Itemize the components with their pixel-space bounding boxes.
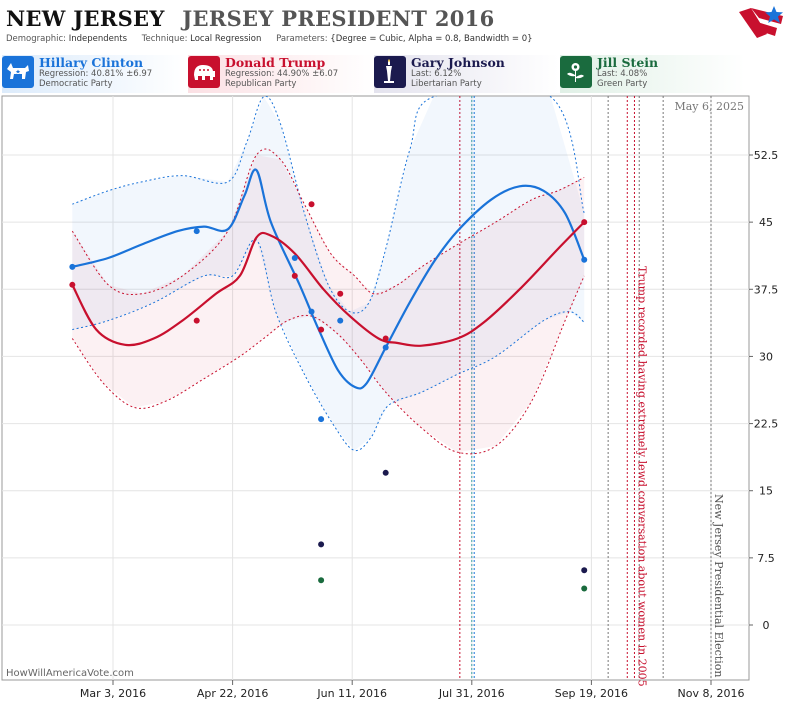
confidence-upper-line <box>72 96 585 314</box>
technique-value: Local Regression <box>190 34 262 44</box>
confidence-band <box>72 96 585 451</box>
confidence-lower-line <box>71 275 585 455</box>
candidate-party: Republican Party <box>225 79 297 89</box>
poll-point <box>382 335 389 342</box>
poll-point <box>291 254 298 261</box>
candidate-party: Green Party <box>597 79 648 89</box>
legend-item-trump: Donald Trump Regression: 44.90% ±6.07 Re… <box>188 55 373 93</box>
y-tick-label: 0 <box>763 619 770 632</box>
confidence-upper-line <box>71 148 585 296</box>
poll-point <box>581 585 588 592</box>
state-title: NEW JERSEY <box>6 6 165 31</box>
confidence-lower-line <box>72 239 585 452</box>
legend-item-johnson: Gary Johnson Last: 6.12% Libertarian Par… <box>374 55 559 93</box>
poll-point <box>318 541 325 548</box>
race-title: JERSEY PRESIDENT 2016 <box>182 6 495 31</box>
poll-point <box>318 416 325 423</box>
y-tick-label: 15 <box>759 485 773 498</box>
poll-point <box>337 317 344 324</box>
poll-point <box>581 219 588 226</box>
poll-point <box>308 201 315 208</box>
poll-point <box>581 567 588 574</box>
regression-line <box>72 168 586 390</box>
plot-content <box>69 96 712 680</box>
poll-point <box>581 256 588 263</box>
y-tick-label: 7.5 <box>757 552 775 565</box>
poll-point <box>382 344 389 351</box>
poll-point <box>308 308 315 315</box>
poll-point <box>193 317 200 324</box>
liberty-torch-icon <box>374 56 406 88</box>
page-title: NEW JERSEY JERSEY PRESIDENT 2016 <box>6 6 495 31</box>
parameters-value: {Degree = Cubic, Alpha = 0.8, Bandwidth … <box>330 34 533 44</box>
legend-item-clinton: Hillary Clinton Regression: 40.81% ±6.97… <box>2 55 187 93</box>
x-tick-label: Apr 22, 2016 <box>197 687 269 700</box>
demographic-value: Independents <box>68 34 128 44</box>
poll-point <box>318 326 325 333</box>
poll-point <box>69 263 76 270</box>
poll-point <box>318 577 325 584</box>
confidence-band <box>72 155 585 453</box>
candidate-stat: Last: 6.12% <box>411 69 462 79</box>
x-tick-label: Mar 3, 2016 <box>80 687 146 700</box>
y-tick-label: 37.5 <box>754 283 779 296</box>
candidate-name: Gary Johnson <box>411 55 505 70</box>
poll-point <box>69 281 76 288</box>
y-tick-label: 45 <box>759 216 773 229</box>
technique-label: Technique: <box>141 34 188 44</box>
x-tick-label: Sep 19, 2016 <box>555 687 628 700</box>
plot-area <box>1 95 750 681</box>
chart-header: NEW JERSEY JERSEY PRESIDENT 2016 Demogra… <box>0 0 789 100</box>
sunflower-icon <box>560 56 592 88</box>
x-tick-label: Nov 8, 2016 <box>678 687 745 700</box>
elephant-icon <box>188 56 220 88</box>
candidate-name: Hillary Clinton <box>39 55 144 70</box>
regression-line <box>71 221 585 347</box>
event-annotation: New Jersey Presidential Election <box>712 494 725 677</box>
candidate-name: Donald Trump <box>225 55 326 70</box>
y-tick-label: 52.5 <box>754 149 779 162</box>
parameters-line: Demographic: Independents Technique: Loc… <box>6 34 533 44</box>
x-tick-label: Jun 11, 2016 <box>316 687 387 700</box>
date-label: May 6, 2025 <box>674 100 744 113</box>
poll-point <box>337 290 344 297</box>
candidate-legend: Hillary Clinton Regression: 40.81% ±6.97… <box>0 55 745 93</box>
poll-point <box>382 469 389 476</box>
candidate-stat: Regression: 44.90% ±6.07 <box>225 69 339 79</box>
y-tick-label: 30 <box>759 350 773 363</box>
candidate-stat: Last: 4.08% <box>597 69 648 79</box>
y-tick-label: 22.5 <box>754 418 779 431</box>
candidate-party: Democratic Party <box>39 79 113 89</box>
parameters-label: Parameters: <box>276 34 328 44</box>
poll-point <box>193 228 200 235</box>
site-credit: HowWillAmericaVote.com <box>6 668 134 679</box>
donkey-icon <box>2 56 34 88</box>
legend-item-stein: Jill Stein Last: 4.08% Green Party <box>560 55 745 93</box>
event-annotation: Trump recorded having extremely lewd con… <box>635 266 648 687</box>
poll-point <box>291 272 298 279</box>
candidate-name: Jill Stein <box>597 55 659 70</box>
demographic-label: Demographic: <box>6 34 67 44</box>
candidate-stat: Regression: 40.81% ±6.97 <box>39 69 153 79</box>
x-tick-label: Jul 31, 2016 <box>438 687 505 700</box>
site-logo-icon <box>739 6 783 38</box>
candidate-party: Libertarian Party <box>411 79 482 89</box>
